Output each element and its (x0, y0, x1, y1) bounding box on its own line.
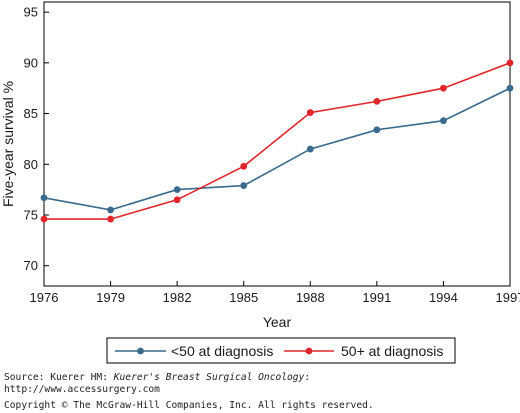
legend-marker-1 (137, 347, 144, 355)
data-point-series-2 (240, 162, 248, 170)
x-tick-label: 1988 (296, 290, 325, 305)
data-point-series-1 (506, 84, 514, 92)
y-axis-ticks: 70 75 80 85 90 95 (24, 5, 49, 273)
data-point-series-1 (173, 186, 181, 194)
data-point-series-1 (440, 117, 447, 125)
source-suffix: : (304, 372, 311, 383)
data-point-series-2 (440, 84, 447, 92)
data-point-series-2 (40, 215, 48, 223)
x-tick-label: 1985 (229, 290, 258, 305)
data-point-series-2 (373, 98, 381, 105)
copyright-notice: Copyright © The McGraw-Hill Companies, I… (4, 400, 374, 411)
legend-marker-2 (305, 347, 313, 355)
source-prefix: Source: Kuerer HM: (4, 372, 114, 383)
series-layer (40, 59, 514, 223)
data-point-series-1 (240, 182, 248, 189)
y-tick-label: 75 (24, 208, 38, 223)
y-tick-label: 80 (24, 157, 38, 172)
y-axis-label: Five-year survival % (0, 81, 16, 207)
x-tick-label: 1994 (429, 290, 458, 305)
legend: <50 at diagnosis 50+ at diagnosis (106, 337, 456, 364)
plot-area-frame (43, 1, 511, 287)
y-tick-label: 95 (24, 5, 38, 20)
data-point-series-2 (107, 215, 114, 223)
y-tick-label: 90 (24, 55, 38, 70)
y-tick-label: 70 (24, 258, 38, 273)
data-point-series-1 (306, 145, 314, 153)
series-line-1 (43, 87, 511, 211)
y-tick-label: 85 (24, 106, 38, 121)
x-axis-label: Year (263, 314, 292, 330)
x-tick-label: 1979 (96, 290, 125, 305)
source-citation: Source: Kuerer HM: Kuerer's Breast Surgi… (4, 372, 520, 396)
x-tick-label: 1976 (30, 290, 59, 305)
x-tick-label: 1991 (362, 290, 391, 305)
data-point-series-1 (373, 126, 381, 134)
data-point-series-1 (40, 194, 48, 202)
legend-label-1: <50 at diagnosis (171, 343, 273, 359)
data-point-series-1 (107, 206, 114, 214)
series-line-2 (44, 62, 511, 220)
x-tick-label: 1982 (163, 290, 192, 305)
source-url[interactable]: http://www.accessurgery.com (4, 384, 160, 395)
data-point-series-2 (506, 59, 514, 67)
legend-label-2: 50+ at diagnosis (341, 343, 443, 359)
source-title: Kuerer's Breast Surgical Oncology (113, 372, 305, 383)
data-point-series-2 (173, 196, 181, 204)
data-point-series-2 (306, 109, 314, 116)
